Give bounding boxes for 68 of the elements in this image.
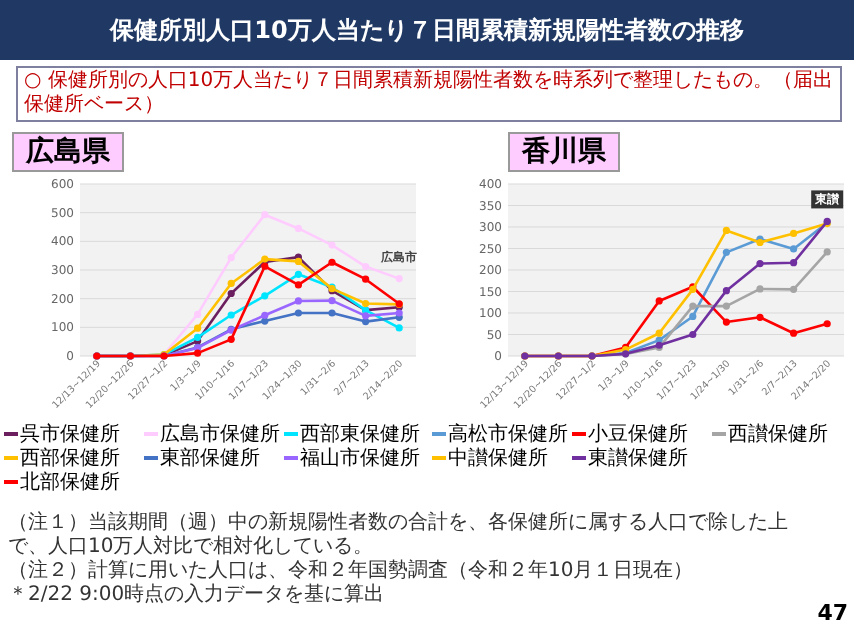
point	[823, 248, 831, 256]
point	[362, 275, 370, 283]
chart-title: 広島県	[12, 132, 124, 172]
point	[790, 285, 798, 293]
point	[790, 245, 798, 253]
chart-title: 香川県	[508, 132, 620, 172]
point	[261, 311, 269, 319]
legend-label: 広島市保健所	[160, 424, 280, 446]
point	[328, 309, 336, 317]
legend-label: 中讃保健所	[448, 448, 548, 470]
point	[722, 287, 730, 295]
point	[194, 324, 202, 332]
point	[722, 302, 730, 310]
point	[362, 262, 370, 271]
point	[689, 302, 697, 310]
point	[194, 349, 202, 357]
legend-label: 北部保健所	[20, 472, 120, 494]
point	[722, 248, 730, 256]
point	[261, 211, 269, 219]
point	[756, 259, 764, 268]
legend-label: 東讃保健所	[588, 448, 688, 470]
point	[227, 289, 235, 298]
point	[722, 318, 730, 326]
point	[722, 226, 730, 235]
point	[362, 312, 370, 320]
point	[756, 313, 764, 321]
point	[655, 297, 663, 305]
legend-label: 西部保健所	[20, 448, 120, 470]
point	[655, 329, 663, 337]
point	[328, 241, 336, 249]
point	[294, 224, 302, 233]
text: ○ 保健所別の人口10万人当たり７日間累積新規陽性者数を時系列で整理したもの。（届出保健所ベース）	[16, 66, 842, 122]
point	[227, 335, 235, 343]
point	[328, 297, 336, 305]
point	[294, 297, 302, 305]
point	[294, 309, 302, 317]
text: 保健所別人口10万人当たり７日間累積新規陽性者数の推移	[107, 14, 746, 48]
point	[790, 229, 798, 238]
point	[227, 311, 235, 319]
point	[689, 330, 697, 339]
point	[790, 329, 798, 337]
legend-label: 西讃保健所	[728, 424, 828, 446]
point	[261, 317, 269, 325]
point	[756, 285, 764, 293]
text: （注１）当該期間（週）中の新規陽性者数の合計を、各保健所に属する人口で除した上で、人口10万人対比で相対化している。	[8, 512, 790, 559]
point	[823, 320, 831, 328]
point	[689, 312, 697, 321]
text: （注２）計算に用いた人口は、令和２年国勢調査（令和２年10月１日現在）	[8, 560, 696, 583]
legend-label: 西部東保健所	[300, 424, 420, 446]
point	[227, 254, 235, 262]
point	[395, 324, 403, 332]
text: ＊2/22 9:00時点の入力データを基に算出	[8, 584, 387, 608]
point	[294, 281, 302, 289]
point	[395, 275, 403, 283]
legend-label: 小豆保健所	[588, 424, 688, 446]
legend-label: 東部保健所	[160, 448, 260, 470]
point	[362, 318, 370, 326]
text: 47	[815, 600, 848, 626]
legend-label: 福山市保健所	[300, 448, 420, 470]
point	[261, 292, 269, 300]
point	[790, 259, 798, 267]
point	[194, 310, 202, 319]
point	[294, 270, 302, 278]
point	[328, 258, 336, 266]
legend-label: 高松市保健所	[448, 424, 568, 446]
legend-label: 呉市保健所	[20, 424, 120, 446]
point	[227, 279, 235, 288]
point	[362, 299, 370, 308]
